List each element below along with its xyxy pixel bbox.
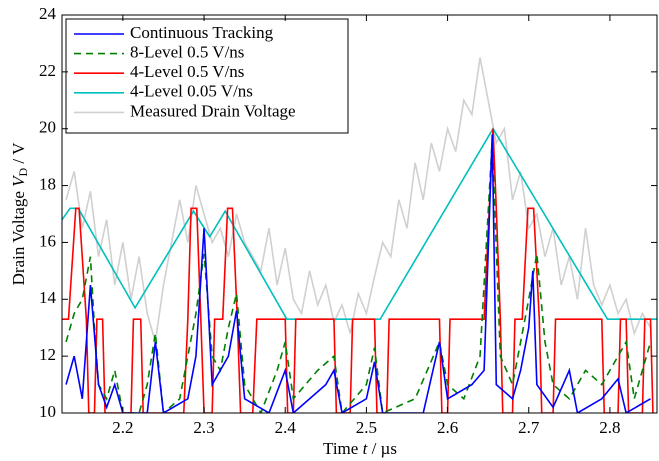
y-tick-label: 14 <box>39 288 57 307</box>
x-label-var: t <box>363 439 369 458</box>
x-tick-label: 2.5 <box>356 418 377 437</box>
y-tick-label: 18 <box>39 174 56 193</box>
y-tick-label: 20 <box>39 118 56 137</box>
legend-box <box>65 18 349 134</box>
x-tick-label: 2.2 <box>112 418 133 437</box>
x-tick-label: 2.3 <box>193 418 214 437</box>
legend-label: 4-Level 0.5 V/ns <box>130 62 244 81</box>
legend-label: Continuous Tracking <box>130 23 274 42</box>
x-label-unit: / µs <box>372 439 397 458</box>
plot-frame <box>61 14 658 414</box>
series-line <box>65 134 651 413</box>
y-label-unit: / V <box>9 142 28 168</box>
y-label-sub: D <box>16 167 30 176</box>
y-tick-label: 22 <box>39 61 56 80</box>
x-tick-label: 2.6 <box>437 418 458 437</box>
x-axis-label: Time t / µs <box>323 439 397 458</box>
y-tick-label: 10 <box>39 402 56 421</box>
y-axis-label: Drain Voltage VD / V <box>9 142 30 286</box>
y-tick-label: 16 <box>39 231 56 250</box>
y-tick-label: 12 <box>39 345 56 364</box>
y-tick-label: 24 <box>39 4 57 23</box>
series-line <box>62 127 657 320</box>
x-tick-label: 2.7 <box>518 418 540 437</box>
x-label-text: Time <box>323 439 358 458</box>
x-tick-label: 2.8 <box>599 418 620 437</box>
plot-area <box>62 57 657 413</box>
legend-label: 8-Level 0.5 V/ns <box>130 43 244 62</box>
y-label-text: Drain Voltage <box>9 191 28 285</box>
x-tick-label: 2.4 <box>275 418 297 437</box>
y-label-var: V <box>9 174 28 187</box>
legend-label: 4-Level 0.05 V/ns <box>130 82 253 101</box>
series-line <box>62 128 654 413</box>
legend-label: Measured Drain Voltage <box>130 101 296 120</box>
series-line <box>65 140 652 413</box>
